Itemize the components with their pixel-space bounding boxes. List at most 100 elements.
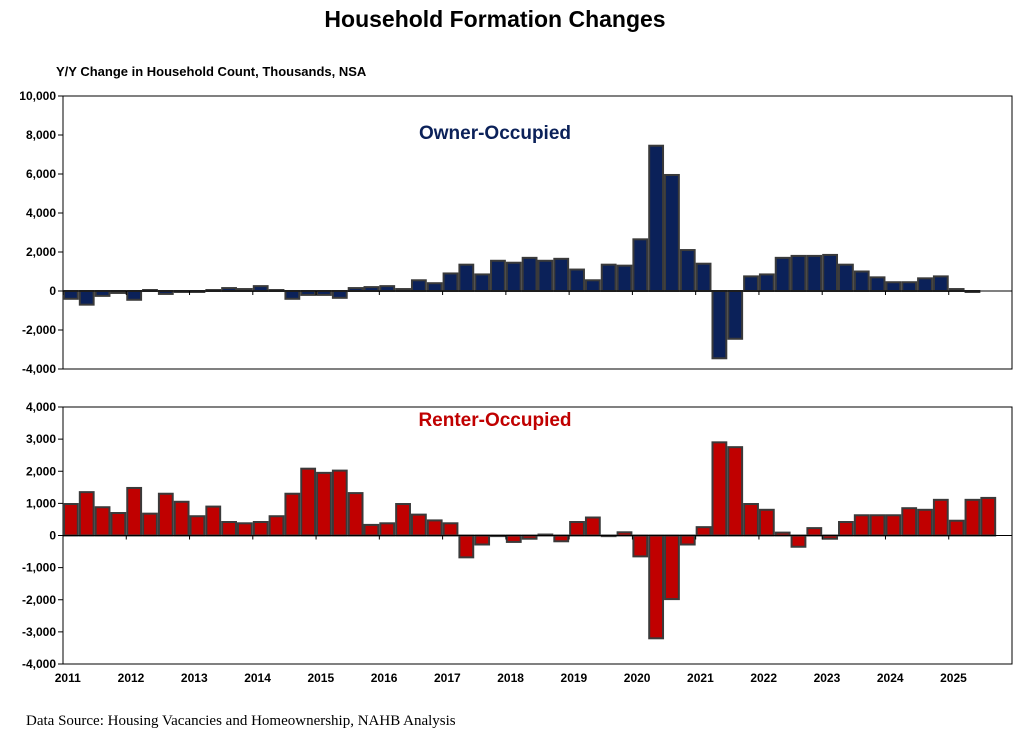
renter-bar — [442, 522, 459, 537]
renter-bar — [94, 506, 111, 537]
renter-bar — [63, 503, 79, 537]
renter-bar — [410, 513, 427, 537]
owner-bar — [521, 256, 538, 293]
renter-bar — [695, 526, 712, 537]
owner-bar — [331, 290, 348, 299]
owner-bar — [600, 263, 617, 292]
renter-bar — [110, 512, 127, 537]
renter-bar — [395, 503, 411, 537]
renter-bar — [236, 522, 253, 537]
owner-bar — [426, 282, 443, 293]
owner-bar — [853, 270, 870, 292]
owner-bar — [822, 253, 839, 293]
owner-bar — [664, 173, 680, 293]
renter-bar — [648, 534, 665, 640]
renter-bar — [173, 500, 190, 537]
renter-bar — [426, 519, 443, 537]
owner-bar — [569, 268, 585, 292]
renter-bar — [901, 507, 918, 537]
owner-bar — [917, 277, 933, 293]
x-tick-label: 2012 — [118, 671, 145, 685]
owner-bar — [838, 263, 854, 292]
owner-bar — [648, 144, 665, 292]
x-tick-label: 2020 — [624, 671, 651, 685]
renter-y-tick-label: 3,000 — [26, 432, 56, 446]
renter-bar — [853, 514, 870, 537]
renter-bar — [743, 503, 759, 537]
renter-bar — [917, 508, 933, 537]
source-note: Data Source: Housing Vacancies and Homeo… — [26, 713, 456, 729]
owner-bar — [790, 254, 807, 292]
owner-bar — [126, 290, 143, 301]
renter-y-tick-label: -4,000 — [22, 657, 56, 671]
owner-bar — [727, 290, 744, 340]
renter-bar — [157, 492, 174, 537]
x-tick-label: 2017 — [434, 671, 461, 685]
owner-bar — [252, 285, 269, 292]
renter-bar — [78, 491, 95, 537]
renter-bar — [316, 471, 332, 537]
renter-bar — [885, 514, 902, 537]
owner-occupied-panel: -4,000 -2,000 0 2,000 4,000 6,000 8,000 10,000 O… — [19, 89, 1013, 376]
x-tick-label: 2022 — [750, 671, 777, 685]
owner-bar — [300, 290, 317, 296]
renter-bar — [980, 496, 997, 537]
x-tick-label: 2015 — [307, 671, 334, 685]
owner-bar — [584, 279, 601, 292]
owner-bar — [284, 290, 301, 300]
renter-y-tick-label: 1,000 — [26, 496, 56, 510]
renter-y-tick-label: 4,000 — [26, 400, 56, 414]
renter-bar — [221, 521, 237, 537]
renter-bar — [838, 521, 854, 537]
owner-bar — [901, 281, 918, 293]
owner-bar — [679, 249, 696, 293]
renter-bar — [790, 534, 807, 548]
renter-bar — [379, 522, 396, 537]
owner-bar — [537, 259, 554, 292]
renter-bar — [584, 516, 601, 537]
owner-bar — [78, 290, 95, 306]
renter-bar — [632, 534, 649, 558]
x-tick-label: 2016 — [371, 671, 398, 685]
renter-bar — [727, 446, 744, 537]
owner-bar — [379, 285, 396, 292]
renter-y-tick-label: -2,000 — [22, 593, 56, 607]
owner-bar — [806, 254, 823, 292]
owner-bar — [743, 275, 759, 292]
renter-bar — [300, 467, 317, 537]
x-tick-label: 2023 — [814, 671, 841, 685]
renter-y-tick-label: 0 — [49, 529, 56, 543]
owner-bar — [363, 286, 380, 293]
renter-y-tick-label: -3,000 — [22, 625, 56, 639]
renter-bar — [284, 492, 301, 537]
owner-bar — [474, 273, 491, 292]
owner-bar — [490, 259, 506, 292]
renter-bar — [126, 486, 143, 537]
renter-bar — [142, 512, 158, 537]
owner-y-tick-label: -2,000 — [22, 323, 56, 337]
x-tick-label: 2021 — [687, 671, 714, 685]
renter-bar — [268, 515, 285, 537]
renter-bar — [758, 508, 775, 537]
renter-bar — [664, 534, 680, 601]
owner-plot-frame — [62, 95, 1013, 370]
x-tick-label: 2014 — [244, 671, 271, 685]
owner-y-tick-label: 4,000 — [26, 206, 56, 220]
owner-bar — [774, 256, 791, 293]
x-tick-label: 2024 — [877, 671, 904, 685]
owner-y-tick-label: 10,000 — [19, 89, 56, 103]
owner-panel-title: Owner-Occupied — [419, 123, 571, 144]
owner-bar — [442, 272, 459, 293]
chart-title: Household Formation Changes — [324, 6, 666, 32]
x-tick-label: 2011 — [55, 671, 81, 685]
owner-bar — [932, 275, 949, 292]
owner-bar — [869, 276, 886, 293]
renter-bar — [347, 492, 364, 537]
x-tick-label: 2013 — [181, 671, 208, 685]
owner-bar — [695, 262, 712, 293]
owner-y-tick-label: 6,000 — [26, 167, 56, 181]
renter-y-tick-label: 2,000 — [26, 464, 56, 478]
renter-bar — [569, 521, 585, 537]
x-tick-label: 2019 — [561, 671, 588, 685]
renter-bar — [505, 534, 522, 543]
